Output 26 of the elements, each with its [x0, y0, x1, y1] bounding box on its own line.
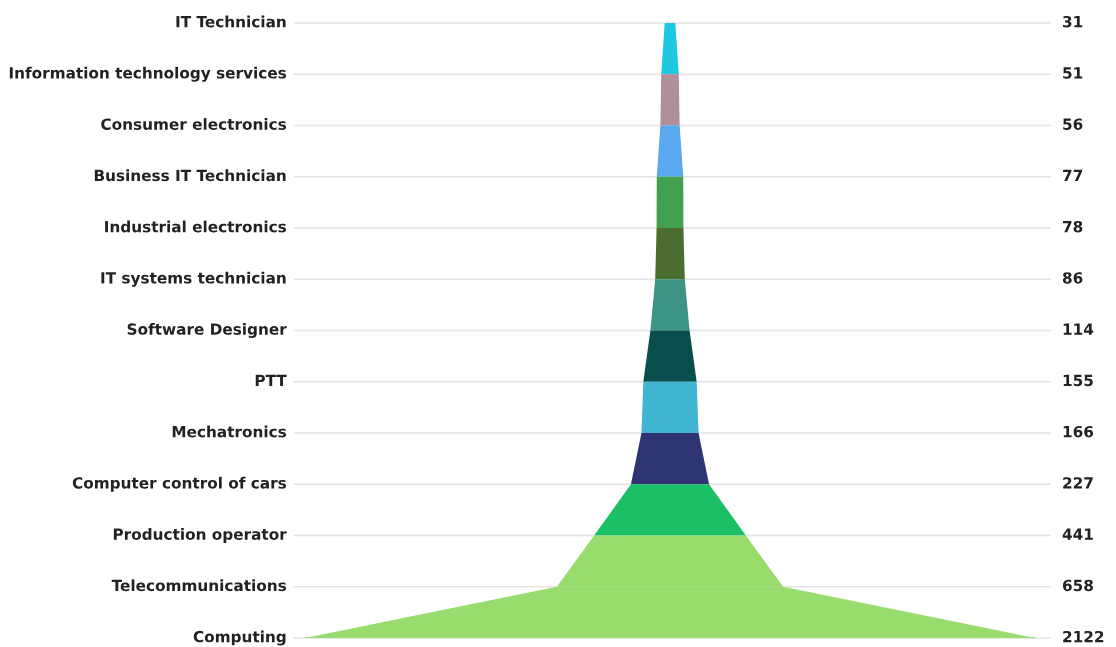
data-label: 658 — [1062, 579, 1093, 592]
category-label: Business IT Technician — [94, 169, 286, 182]
category-label: Consumer electronics — [101, 118, 287, 130]
category-label: Industrial electronics — [105, 220, 287, 233]
data-label: 77 — [1063, 169, 1083, 181]
category-label: Telecommunications — [111, 579, 287, 592]
data-label: 166 — [1063, 425, 1094, 438]
category-label: IT systems technician — [101, 271, 286, 287]
data-label: 114 — [1063, 323, 1094, 335]
category-label: Software Designer — [127, 323, 287, 338]
data-label: 2122 — [1063, 630, 1104, 643]
data-label: 56 — [1063, 118, 1083, 130]
data-label: 227 — [1063, 477, 1093, 489]
category-label: Production operator — [113, 528, 287, 543]
category-label: Information technology services — [9, 66, 287, 82]
data-label: 78 — [1063, 220, 1083, 233]
category-label: Computer control of cars — [72, 476, 287, 492]
data-label: 155 — [1063, 374, 1093, 387]
category-label: IT Technician — [176, 15, 286, 28]
data-label: 51 — [1063, 67, 1083, 79]
category-label: PTT — [255, 374, 287, 386]
data-label: 31 — [1063, 15, 1083, 28]
data-label: 86 — [1062, 272, 1083, 284]
data-label: 441 — [1062, 528, 1093, 540]
category-label: Mechatronics — [172, 425, 287, 438]
category-label: Computing — [193, 630, 286, 646]
